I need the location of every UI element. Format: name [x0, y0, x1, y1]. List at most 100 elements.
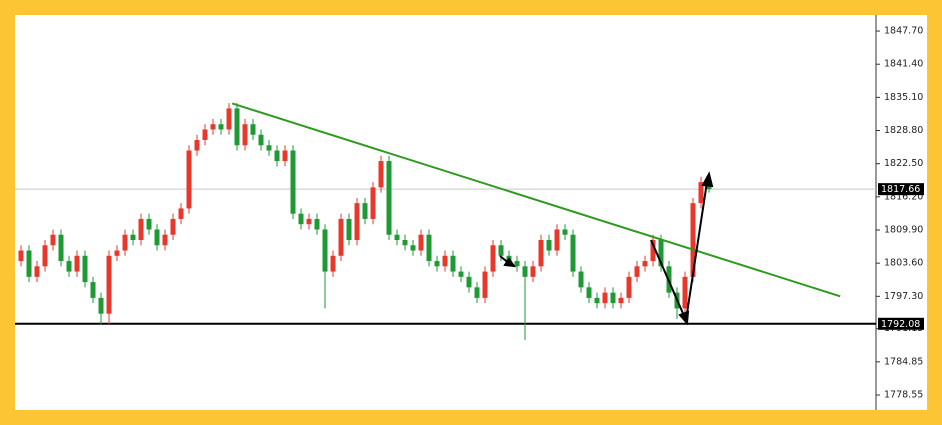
candle-body	[538, 240, 544, 267]
candle-body	[282, 150, 288, 162]
candle-body	[266, 145, 272, 151]
candle-body	[466, 276, 472, 288]
candle-body	[650, 240, 656, 262]
candle-body	[522, 266, 528, 277]
candle-body	[362, 203, 368, 219]
candle-body	[642, 261, 648, 267]
price-label: 1817.66	[881, 184, 920, 195]
candle-body	[130, 234, 136, 240]
candle-body	[314, 218, 320, 230]
candle-body	[586, 287, 592, 298]
candle-body	[458, 271, 464, 277]
candle-body	[210, 124, 216, 130]
candle-body	[434, 261, 440, 267]
candle-body	[242, 124, 248, 146]
trendline	[231, 102, 841, 298]
candle-body	[138, 218, 144, 240]
candle-body	[618, 297, 624, 304]
candle-body	[594, 297, 600, 304]
marks	[15, 102, 876, 340]
y-tick-label: 1835.10	[884, 92, 923, 103]
y-tick-label: 1797.30	[884, 291, 923, 302]
candle-body	[450, 255, 456, 272]
candle-body	[578, 271, 584, 288]
candle-body	[274, 150, 280, 162]
arrow-head	[503, 257, 517, 268]
candle-body	[194, 140, 200, 151]
candle-body	[370, 187, 376, 219]
y-tick-label: 1816.20	[884, 191, 923, 202]
candle-body	[18, 250, 24, 262]
y-tick-label: 1778.55	[884, 390, 923, 401]
candle-body	[218, 124, 224, 130]
candle-body	[410, 245, 416, 251]
candle-body	[290, 150, 296, 214]
candle-body	[170, 218, 176, 235]
y-tick-label: 1803.60	[884, 258, 923, 269]
candle-body	[122, 234, 128, 251]
y-tick-label: 1809.90	[884, 225, 923, 236]
candle-body	[26, 250, 32, 277]
candle-body	[162, 234, 168, 246]
candle-body	[682, 276, 688, 309]
candle-body	[546, 240, 552, 251]
candle-body	[330, 255, 336, 272]
y-tick-label: 1822.50	[884, 158, 923, 169]
candle-body	[562, 229, 568, 235]
candle-body	[346, 218, 352, 240]
candle-body	[178, 208, 184, 219]
annotation-arrows	[499, 171, 714, 326]
candle-body	[74, 255, 80, 272]
candle-body	[250, 124, 256, 135]
candle-body	[690, 203, 696, 277]
candle-body	[626, 276, 632, 298]
candle-body	[226, 108, 232, 130]
candle-body	[42, 245, 48, 267]
price-label: 1792.08	[881, 319, 920, 330]
candle-body	[474, 287, 480, 298]
candle-body	[58, 234, 64, 262]
y-tick-label: 1828.80	[884, 125, 923, 136]
chart-background	[15, 15, 927, 410]
candle-body	[402, 240, 408, 246]
candle-body	[498, 245, 504, 256]
arrow-line	[650, 239, 686, 319]
candle-body	[82, 255, 88, 283]
y-tick-label: 1847.70	[884, 26, 923, 37]
candle-body	[386, 161, 392, 235]
candle-body	[234, 108, 240, 146]
y-tick-label: 1784.85	[884, 356, 923, 367]
candle-body	[354, 203, 360, 240]
candle-body	[482, 271, 488, 298]
candle-body	[698, 182, 704, 204]
candle-body	[570, 234, 576, 272]
candle-body	[106, 255, 112, 314]
candle-body	[530, 266, 536, 277]
candle-body	[66, 261, 72, 272]
candle-body	[186, 150, 192, 209]
candle-body	[322, 229, 328, 272]
candle-body	[146, 218, 152, 230]
y-tick-label: 1841.40	[884, 59, 923, 70]
candle-body	[306, 218, 312, 225]
candle-body	[50, 234, 56, 246]
arrow-head	[701, 171, 714, 188]
candle-body	[202, 129, 208, 140]
candle-body	[514, 261, 520, 267]
arrow-line	[685, 181, 708, 321]
candle-body	[442, 255, 448, 267]
candle-body	[658, 240, 664, 267]
candle-body	[298, 213, 304, 225]
candle-body	[610, 292, 616, 304]
candle-body	[258, 134, 264, 146]
candle-body	[634, 266, 640, 277]
candle-body	[114, 250, 120, 256]
candle-body	[378, 161, 384, 188]
candle-body	[490, 245, 496, 272]
candle-body	[338, 218, 344, 256]
candle-body	[98, 297, 104, 314]
price-label-box	[878, 317, 924, 330]
price-label-box	[878, 183, 924, 196]
